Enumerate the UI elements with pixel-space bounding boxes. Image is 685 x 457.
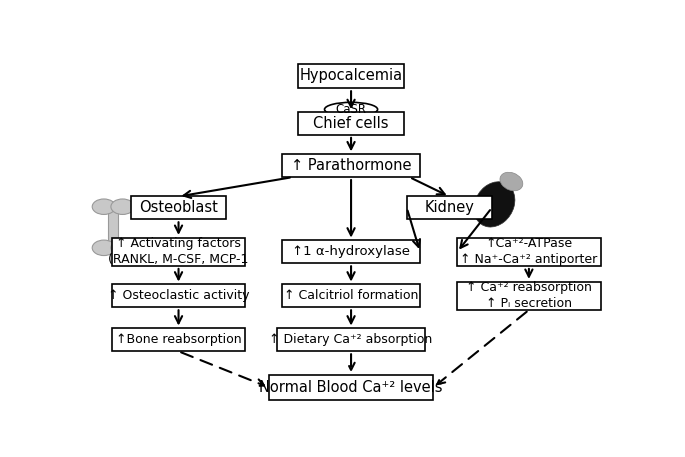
Circle shape — [111, 240, 134, 255]
Text: ↑ Dietary Ca⁺² absorption: ↑ Dietary Ca⁺² absorption — [269, 333, 433, 346]
Circle shape — [111, 199, 134, 214]
Text: ↑ Activating factors
(RANKL, M-CSF, MCP-1: ↑ Activating factors (RANKL, M-CSF, MCP-… — [108, 237, 249, 266]
FancyBboxPatch shape — [457, 238, 601, 266]
FancyBboxPatch shape — [112, 238, 245, 266]
FancyBboxPatch shape — [277, 329, 425, 351]
Ellipse shape — [500, 172, 523, 191]
FancyBboxPatch shape — [298, 64, 404, 88]
Text: ↑ Calcitriol formation: ↑ Calcitriol formation — [284, 289, 419, 303]
FancyBboxPatch shape — [112, 329, 245, 351]
FancyBboxPatch shape — [282, 154, 420, 177]
Text: CaSR: CaSR — [336, 103, 366, 116]
Text: Osteoblast: Osteoblast — [139, 201, 218, 215]
FancyBboxPatch shape — [131, 197, 226, 219]
Text: ↑Ca⁺²-ATPase
↑ Na⁺-Ca⁺² antiporter: ↑Ca⁺²-ATPase ↑ Na⁺-Ca⁺² antiporter — [460, 237, 597, 266]
Text: ↑ Osteoclastic activity: ↑ Osteoclastic activity — [108, 289, 249, 303]
Circle shape — [92, 199, 116, 214]
Text: ↑Bone reabsorption: ↑Bone reabsorption — [116, 333, 241, 346]
Text: ↑ Ca⁺² reabsorption
↑ Pᵢ secretion: ↑ Ca⁺² reabsorption ↑ Pᵢ secretion — [466, 282, 592, 310]
FancyBboxPatch shape — [269, 375, 434, 400]
FancyBboxPatch shape — [112, 284, 245, 307]
Circle shape — [92, 240, 116, 255]
FancyBboxPatch shape — [457, 282, 601, 310]
Ellipse shape — [325, 102, 377, 117]
FancyBboxPatch shape — [282, 240, 420, 263]
Ellipse shape — [474, 182, 515, 227]
Text: Chief cells: Chief cells — [313, 116, 389, 131]
Text: ↑ Parathormone: ↑ Parathormone — [291, 158, 411, 173]
Text: ↑1 α-hydroxylase: ↑1 α-hydroxylase — [292, 245, 410, 258]
Text: Normal Blood Ca⁺² levels: Normal Blood Ca⁺² levels — [260, 380, 443, 395]
Text: Hypocalcemia: Hypocalcemia — [299, 69, 403, 84]
FancyBboxPatch shape — [298, 112, 404, 135]
FancyBboxPatch shape — [282, 284, 420, 307]
Text: Kidney: Kidney — [424, 201, 474, 215]
FancyBboxPatch shape — [407, 197, 492, 219]
Bar — [108, 204, 118, 250]
